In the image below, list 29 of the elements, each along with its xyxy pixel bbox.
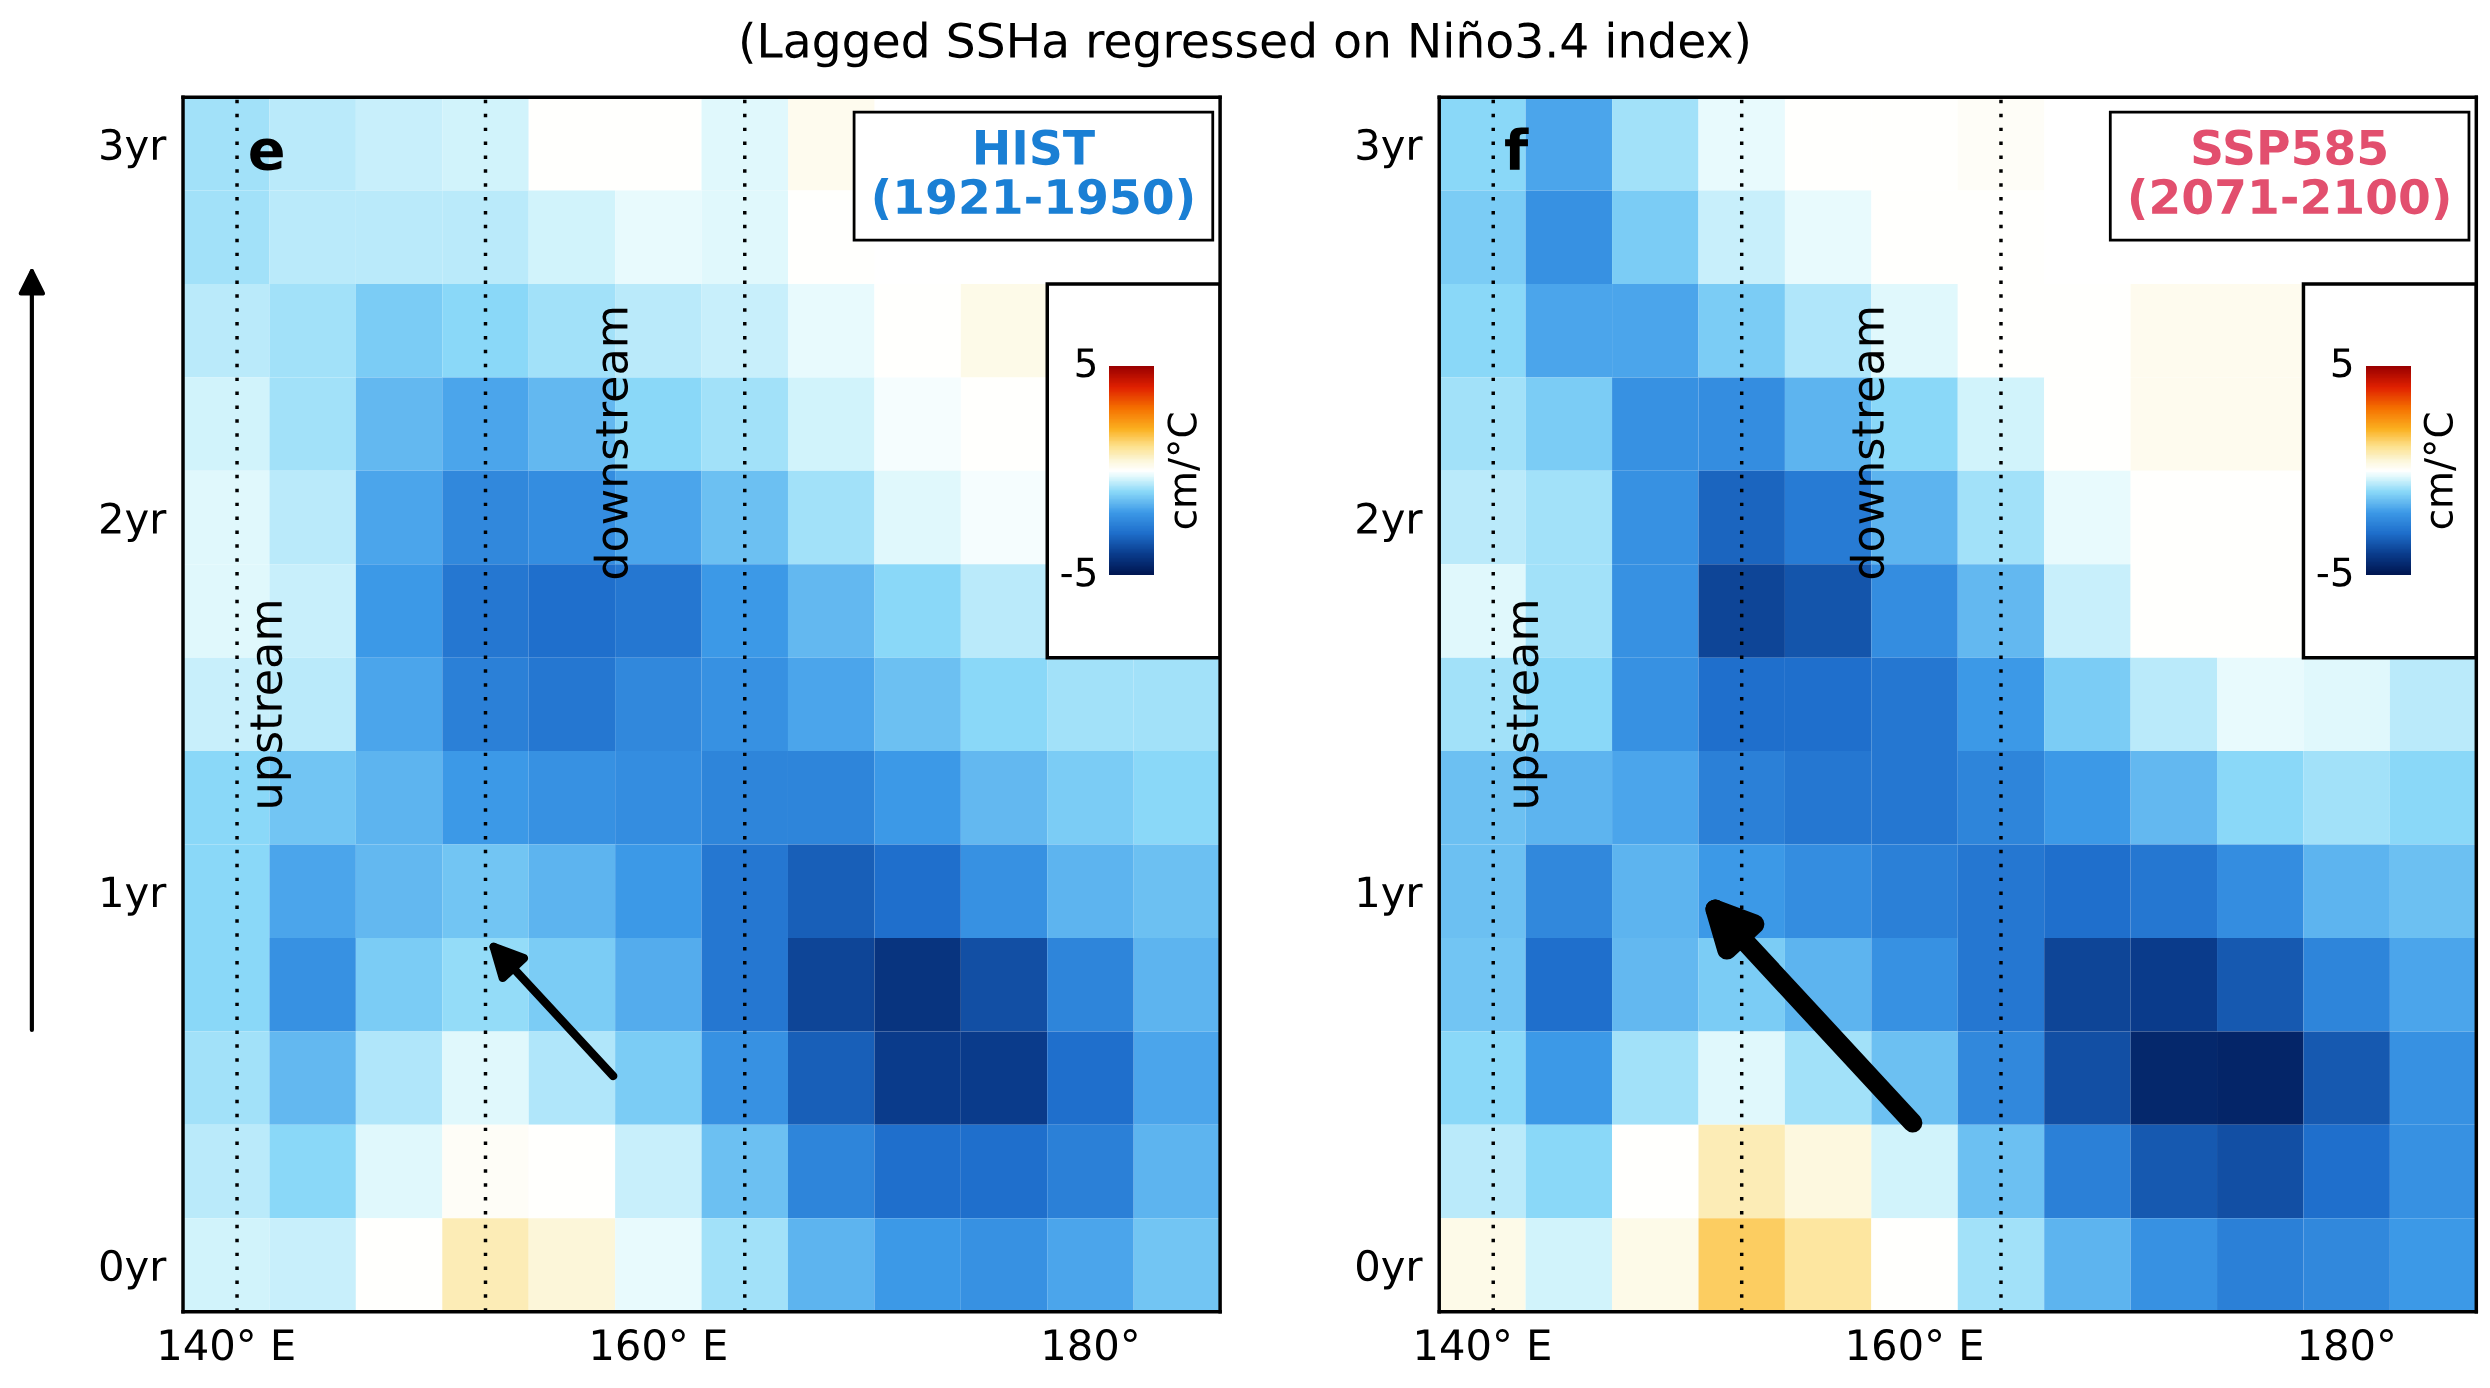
color-bar-title: cm/°C (1167, 413, 1200, 529)
annotation: upstream (1506, 602, 1548, 807)
color-bar-label: -5 (1061, 557, 1095, 587)
y-tick-label: 0yr (1357, 1249, 1423, 1290)
y-tick-label: 2yr (101, 502, 167, 543)
text: e (250, 138, 283, 171)
x-tick-label: 160° E (1849, 1329, 1982, 1361)
annotation: downstream (1849, 308, 1885, 579)
text: HIST (1921-1950) (874, 129, 1193, 221)
color-bar-label: -5 (2317, 557, 2352, 587)
x-tick-label: 140° E (1417, 1329, 1550, 1361)
y-tick-label: 3yr (1357, 128, 1423, 169)
annotation: downstream (593, 308, 629, 579)
text: SSP585 (2071-2100) (2130, 129, 2449, 221)
color-bar-title: cm/°C (2423, 413, 2457, 529)
chart-title: f (1505, 127, 1529, 170)
x-tick-label: 160° E (592, 1329, 726, 1361)
color-bar-label: 5 (1076, 348, 1095, 378)
annotation: upstream (250, 602, 291, 807)
x-tick-label: 140° E (160, 1329, 294, 1361)
y-tick-label: 2yr (1357, 502, 1423, 543)
y-tick-label: 3yr (101, 128, 167, 169)
y-tick-label: 1yr (1358, 876, 1423, 916)
y-tick-label: 0yr (100, 1249, 167, 1290)
color-bar-label: 5 (2332, 348, 2352, 378)
y-tick-label: 1yr (102, 876, 167, 916)
x-tick-label: 180° (1044, 1329, 1137, 1361)
x-tick-label: 180° (2301, 1329, 2393, 1361)
text: (Lagged SSHa regressed on Niño3.4 index) (742, 20, 1748, 68)
